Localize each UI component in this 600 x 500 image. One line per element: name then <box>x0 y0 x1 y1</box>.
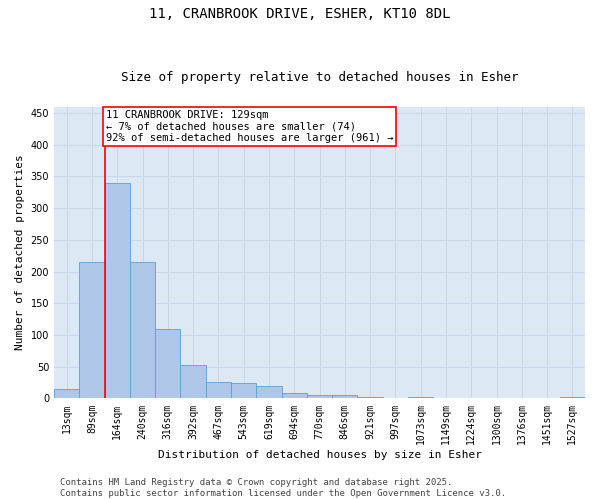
Bar <box>130 262 155 398</box>
Bar <box>54 389 79 398</box>
Bar <box>281 392 307 398</box>
Bar <box>155 328 181 398</box>
Bar <box>79 262 104 398</box>
Bar <box>104 182 130 398</box>
Bar <box>560 396 585 398</box>
Bar <box>256 386 281 398</box>
Bar <box>332 396 358 398</box>
Bar <box>181 365 206 398</box>
Bar <box>358 397 383 398</box>
Text: 11 CRANBROOK DRIVE: 129sqm
← 7% of detached houses are smaller (74)
92% of semi-: 11 CRANBROOK DRIVE: 129sqm ← 7% of detac… <box>106 110 394 143</box>
Text: 11, CRANBROOK DRIVE, ESHER, KT10 8DL: 11, CRANBROOK DRIVE, ESHER, KT10 8DL <box>149 8 451 22</box>
Text: Contains HM Land Registry data © Crown copyright and database right 2025.
Contai: Contains HM Land Registry data © Crown c… <box>60 478 506 498</box>
Y-axis label: Number of detached properties: Number of detached properties <box>15 154 25 350</box>
Bar <box>206 382 231 398</box>
Bar <box>307 396 332 398</box>
Bar <box>231 382 256 398</box>
Title: Size of property relative to detached houses in Esher: Size of property relative to detached ho… <box>121 72 518 85</box>
Bar <box>408 397 433 398</box>
X-axis label: Distribution of detached houses by size in Esher: Distribution of detached houses by size … <box>158 450 482 460</box>
